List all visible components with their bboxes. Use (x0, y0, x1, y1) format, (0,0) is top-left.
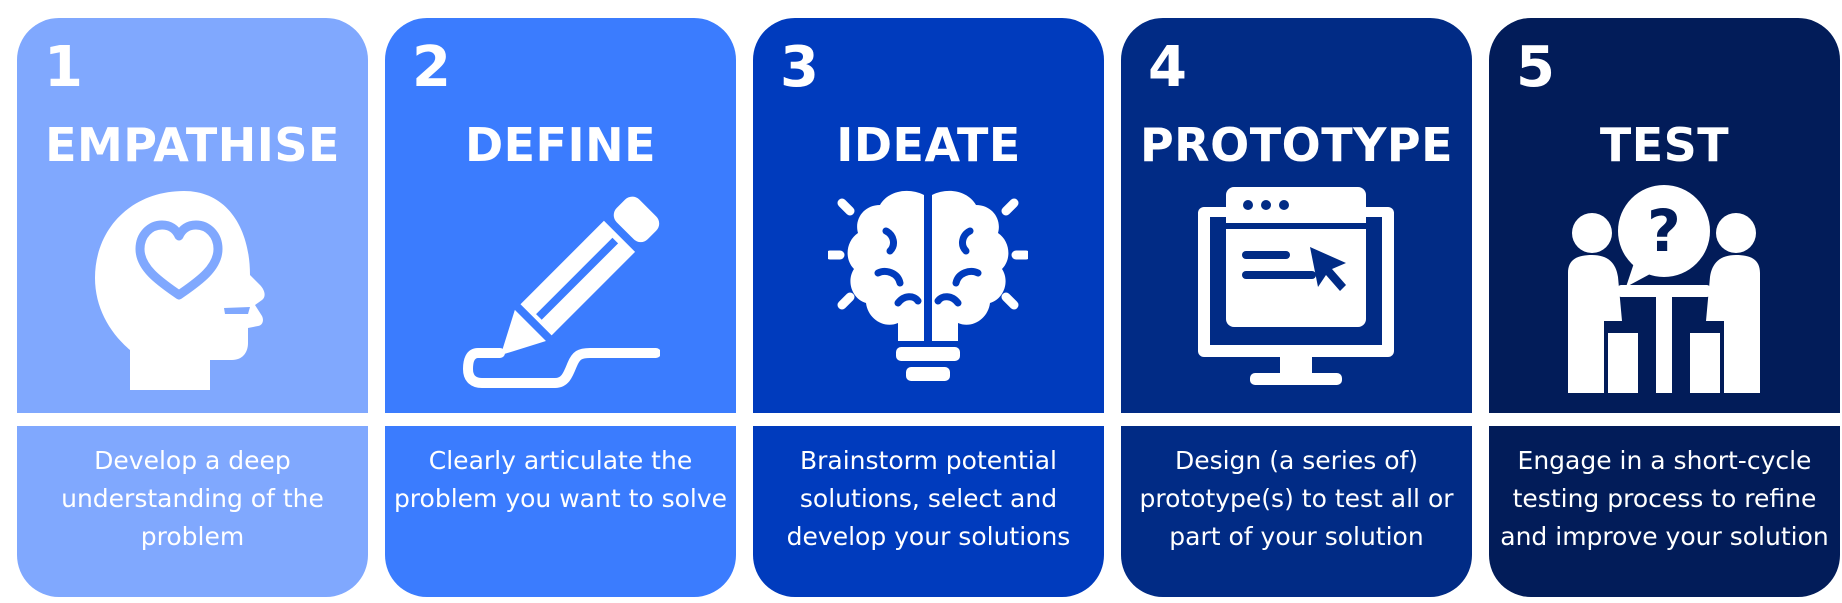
stage-card-header: 2 DEFINE (385, 18, 736, 413)
stage-card-header: 3 IDEATE (753, 18, 1104, 413)
stage-card-ideate: 3 IDEATE (753, 18, 1104, 597)
stage-description: Brainstorm potential solutions, select a… (786, 446, 1071, 551)
stage-card-footer: Brainstorm potential solutions, select a… (753, 426, 1104, 597)
stage-description: Clearly articulate the problem you want … (393, 446, 728, 513)
stage-number: 3 (780, 35, 819, 100)
stage-card-header: 1 EMPATHISE (17, 18, 368, 413)
stage-number: 4 (1148, 35, 1187, 100)
head-heart-icon (92, 183, 292, 393)
stage-number: 5 (1516, 35, 1555, 100)
stage-description: Develop a deep understanding of the prob… (61, 446, 324, 551)
stage-card-prototype: 4 PROTOTYPE De (1121, 18, 1472, 597)
stage-card-footer: Clearly articulate the problem you want … (385, 426, 736, 597)
stage-card-header: 5 TEST ? (1489, 18, 1840, 413)
brain-bulb-icon (828, 183, 1028, 393)
stage-card-header: 4 PROTOTYPE (1121, 18, 1472, 413)
stage-card-footer: Design (a series of) prototype(s) to tes… (1121, 426, 1472, 597)
stage-title: EMPATHISE (45, 118, 340, 172)
stage-title: DEFINE (464, 118, 657, 172)
stage-card-footer: Engage in a short-cycle testing process … (1489, 426, 1840, 597)
stage-card-define: 2 DEFINE Clearly articulate the problem … (385, 18, 736, 597)
stage-number: 1 (44, 35, 83, 100)
svg-text:?: ? (1647, 197, 1681, 265)
stage-number: 2 (412, 35, 451, 100)
people-question-icon: ? (1564, 183, 1764, 393)
stage-description: Design (a series of) prototype(s) to tes… (1139, 446, 1454, 551)
stage-card-test: 5 TEST ? Engage in a short (1489, 18, 1840, 597)
stage-card-empathise: 1 EMPATHISE Develop a deep understanding… (17, 18, 368, 597)
stage-title: IDEATE (836, 118, 1021, 172)
stage-title: PROTOTYPE (1139, 118, 1454, 172)
monitor-browser-icon (1196, 183, 1396, 393)
stage-card-footer: Develop a deep understanding of the prob… (17, 426, 368, 597)
pencil-icon (460, 183, 660, 393)
stage-description: Engage in a short-cycle testing process … (1500, 446, 1829, 551)
stage-title: TEST (1599, 118, 1730, 172)
